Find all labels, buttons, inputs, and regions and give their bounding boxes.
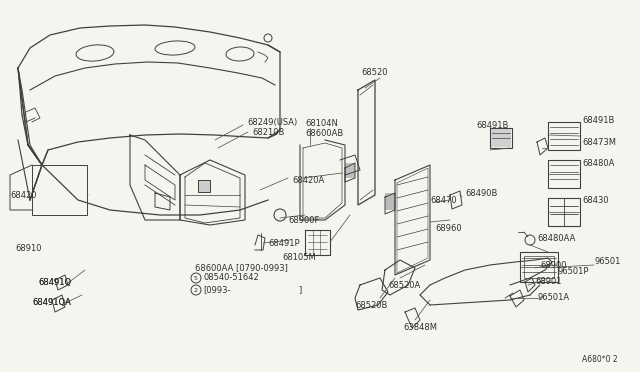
Text: 96501A: 96501A	[538, 294, 570, 302]
Text: 63848M: 63848M	[403, 323, 437, 331]
Text: 68910: 68910	[15, 244, 42, 253]
Text: 68901: 68901	[535, 278, 561, 286]
Text: A680*0 2: A680*0 2	[582, 356, 618, 365]
Bar	[524, 256, 554, 278]
Text: 68520B: 68520B	[355, 301, 387, 310]
Text: 68210B: 68210B	[252, 128, 284, 137]
Text: 96501: 96501	[595, 257, 621, 266]
Text: 68420: 68420	[10, 190, 36, 199]
Text: 68104N: 68104N	[305, 119, 338, 128]
Text: 68491B: 68491B	[582, 115, 614, 125]
Text: 68470: 68470	[430, 196, 456, 205]
Bar	[198, 180, 210, 192]
Bar	[491, 129, 511, 147]
Text: 68491QA: 68491QA	[32, 298, 71, 307]
Text: ]: ]	[298, 285, 301, 295]
Text: 68490B: 68490B	[465, 189, 497, 198]
Text: 68491Q: 68491Q	[38, 278, 71, 286]
Text: 68600AA [0790-0993]: 68600AA [0790-0993]	[195, 263, 288, 273]
Text: 08540-51642: 08540-51642	[203, 273, 259, 282]
Text: 68520A: 68520A	[388, 280, 420, 289]
Text: 68900: 68900	[540, 260, 566, 269]
Text: 68473M: 68473M	[582, 138, 616, 147]
Text: 2: 2	[194, 288, 198, 292]
Text: 68105M: 68105M	[282, 253, 316, 263]
Text: 5: 5	[194, 276, 198, 280]
Text: 68520: 68520	[362, 67, 388, 77]
Bar	[548, 198, 580, 226]
Bar	[548, 122, 580, 150]
Text: [0993-: [0993-	[203, 285, 230, 295]
Text: 68900F: 68900F	[288, 215, 319, 224]
Bar	[345, 163, 355, 178]
Text: 68491P: 68491P	[268, 238, 300, 247]
Bar	[385, 193, 395, 210]
Text: 96501P: 96501P	[558, 267, 589, 276]
Text: 68249(USA): 68249(USA)	[247, 118, 297, 126]
Bar	[490, 128, 512, 148]
Text: 68491QA: 68491QA	[32, 298, 71, 307]
Text: 68960: 68960	[435, 224, 461, 232]
Bar	[32, 165, 87, 215]
Bar	[520, 252, 558, 282]
Text: 68491Q: 68491Q	[38, 278, 71, 286]
Text: 68600AB: 68600AB	[305, 128, 343, 138]
Text: 68430: 68430	[582, 196, 609, 205]
Text: 68491B: 68491B	[476, 121, 508, 129]
Text: 68480AA: 68480AA	[537, 234, 575, 243]
Text: 68480A: 68480A	[582, 158, 614, 167]
Bar	[548, 160, 580, 188]
Text: 68420A: 68420A	[292, 176, 324, 185]
